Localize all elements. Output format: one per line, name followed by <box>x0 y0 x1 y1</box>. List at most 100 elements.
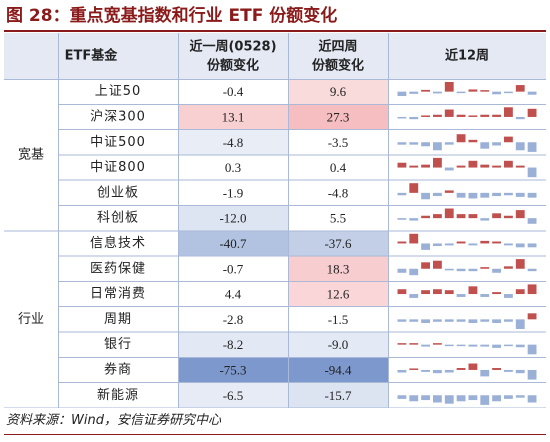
sparkline-bar <box>468 286 478 295</box>
sparkline-bar <box>456 114 466 117</box>
row-name: 中证800 <box>90 160 146 175</box>
sparkline-bar <box>504 192 513 196</box>
sparkline-bar <box>397 268 407 273</box>
week-change-value: -12.0 <box>219 211 246 226</box>
sparkline-bar <box>456 368 466 370</box>
sparkline-bar <box>409 395 419 402</box>
sparkline-bar <box>421 215 430 219</box>
sparkline-bar <box>515 395 525 398</box>
week-change-cell <box>178 256 288 282</box>
sparkline-bar <box>492 192 501 197</box>
sparkline-bar <box>527 344 537 355</box>
header-etf-fund: ETF基金 <box>65 48 119 64</box>
sparkline-bar <box>504 107 513 117</box>
week-change-cell <box>178 281 288 307</box>
sparkline-bar <box>397 289 407 295</box>
sparkline-bar <box>456 241 466 244</box>
sparkline-bar <box>515 116 525 120</box>
sparkline-bar <box>421 262 430 269</box>
week-change-value: 4.4 <box>225 287 242 302</box>
sparkline-bar <box>527 218 537 224</box>
sparkline-bar <box>468 115 478 117</box>
row-name: 券商 <box>104 361 132 377</box>
sparkline-bar <box>409 91 419 94</box>
header-4week-2: 份额变化 <box>312 58 364 74</box>
sparkline-bar <box>504 319 513 322</box>
sparkline-bar <box>421 142 430 147</box>
header-12week: 近12周 <box>445 48 489 64</box>
sparkline-bar <box>468 243 478 246</box>
week-change-cell <box>178 129 288 155</box>
four-week-change-value: -3.5 <box>328 135 349 150</box>
week-change-value: -75.3 <box>219 362 246 377</box>
table-grid <box>4 33 546 408</box>
sparkline-bar <box>504 369 513 372</box>
week-change-value: -0.4 <box>223 84 244 99</box>
week-change-value: -1.9 <box>223 185 244 200</box>
group-label: 宽基 <box>18 146 44 162</box>
sparkline-bar <box>456 134 466 143</box>
week-change-cell <box>178 332 288 358</box>
four-week-change-cell <box>288 129 388 155</box>
week-change-cell <box>178 104 288 130</box>
week-change-value: -8.2 <box>223 337 244 352</box>
week-change-cell <box>178 205 288 231</box>
sparkline-bar <box>456 395 466 402</box>
four-week-change-cell <box>288 230 388 257</box>
sparkline-bar <box>397 162 407 168</box>
sparkline-bar <box>527 108 537 117</box>
four-week-change-value: 5.5 <box>330 211 346 226</box>
four-week-change-cell <box>288 281 388 307</box>
sparkline-bar <box>480 369 490 377</box>
sparkline-bar <box>527 268 537 272</box>
sparkline-bar <box>433 395 442 403</box>
sparkline-bar <box>480 90 490 92</box>
row-name: 创业板 <box>97 185 139 200</box>
sparkline-bar <box>492 142 501 146</box>
sparkline-bar <box>456 268 466 272</box>
sparkline-bar <box>433 214 442 219</box>
etf-share-change-table: ETF基金 近一周(0528) 份额变化 近四周 份额变化 近12周 宽基 行业 上证50 -0.… <box>4 33 546 408</box>
figure-title: 图 28：重点宽基指数和行业 ETF 份额变化 <box>6 6 338 26</box>
week-change-value: -0.7 <box>223 261 244 276</box>
sparkline-bar <box>527 243 537 248</box>
sparkline-bar <box>409 142 419 145</box>
sparkline-bar <box>409 233 419 244</box>
sparkline-bar <box>456 294 466 297</box>
header-week-2: 份额变化 <box>207 58 259 74</box>
sparkline-bar <box>444 208 454 219</box>
sparkline-bar <box>515 165 525 168</box>
sparkline-bar <box>433 260 442 269</box>
week-change-value: 0.3 <box>225 160 241 175</box>
sparkline-bar <box>480 294 490 297</box>
sparkline-bar <box>444 190 454 193</box>
four-week-change-cell <box>288 382 388 408</box>
sparkline-bar <box>444 167 454 171</box>
sparkline-bar <box>433 289 442 295</box>
sparkline-bar <box>492 213 501 219</box>
row-name: 日常消费 <box>90 287 146 302</box>
sparkline-bar <box>433 369 442 374</box>
sparkline-bar <box>480 395 490 405</box>
sparkline-bar <box>409 268 419 276</box>
sparkline-bar <box>397 192 407 196</box>
sparkline-bar <box>409 294 419 298</box>
sparkline-bar <box>480 192 490 198</box>
sparkline-bar <box>421 369 430 372</box>
sparkline-bar <box>421 395 430 401</box>
sparkline-bar <box>468 139 478 143</box>
sparkline-bar <box>468 363 478 370</box>
sparkline-bar <box>504 91 513 94</box>
four-week-change-value: -15.7 <box>324 388 352 403</box>
four-week-change-value: 9.6 <box>330 84 347 99</box>
sparkline-bar <box>444 142 454 145</box>
sparkline-bar <box>456 192 466 198</box>
four-week-change-cell <box>288 306 388 332</box>
sparkline-bar <box>468 268 478 272</box>
week-change-cell <box>178 154 288 181</box>
four-week-change-cell <box>288 180 388 206</box>
sparkline-bar <box>468 344 478 347</box>
sparkline-bar <box>397 319 407 322</box>
sparkline-bar <box>480 114 490 117</box>
sparkline-bar <box>480 218 490 221</box>
